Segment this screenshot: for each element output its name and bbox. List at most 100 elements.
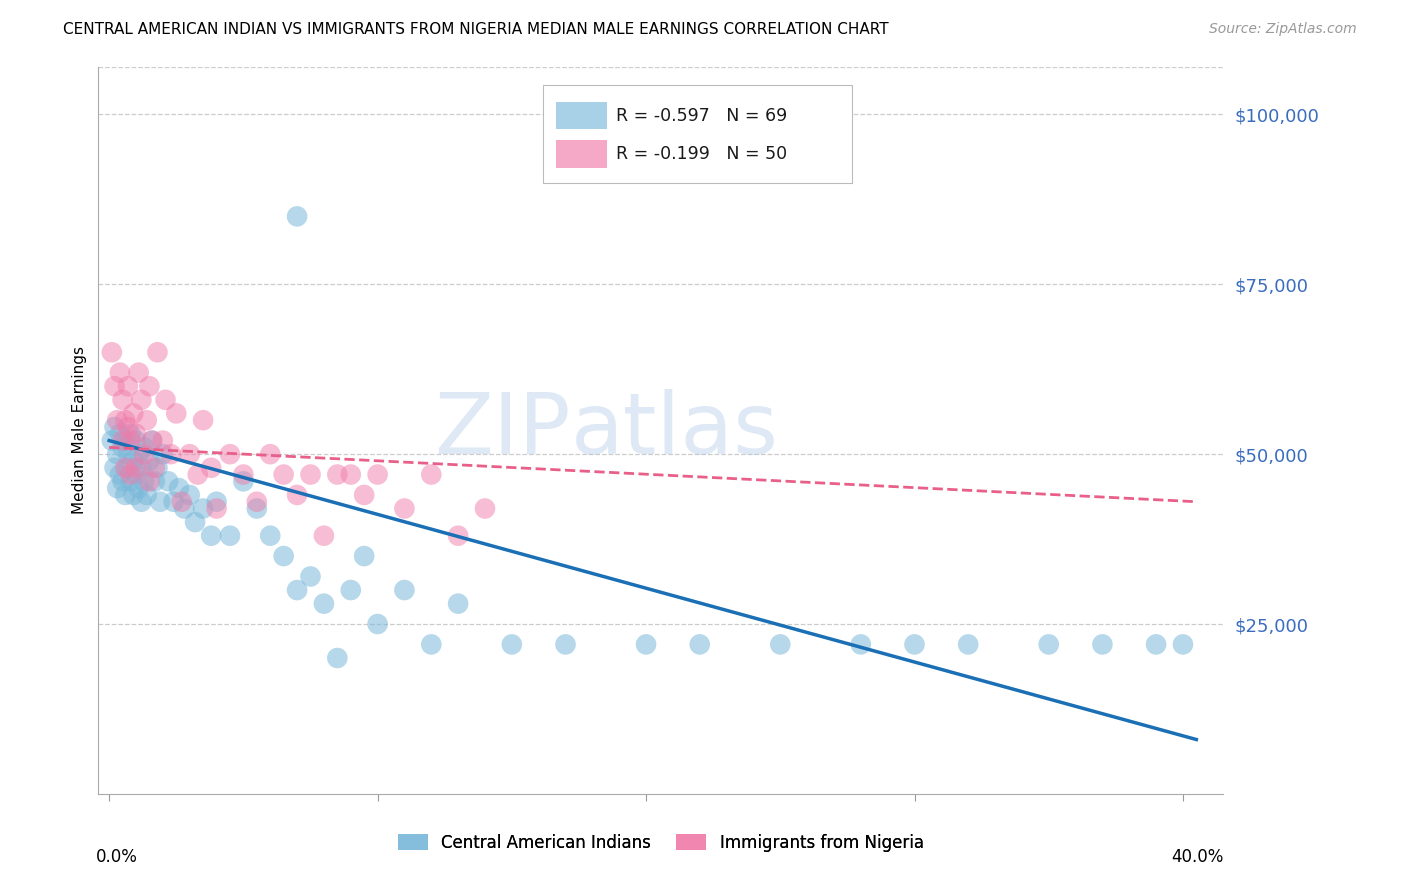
Point bbox=[1144, 637, 1167, 651]
Point bbox=[420, 637, 443, 651]
Point bbox=[138, 379, 160, 393]
Point bbox=[122, 406, 145, 420]
Point bbox=[232, 475, 254, 489]
Point bbox=[299, 569, 322, 583]
Point bbox=[131, 460, 153, 475]
Point bbox=[312, 529, 335, 543]
Point bbox=[957, 637, 980, 651]
FancyBboxPatch shape bbox=[557, 102, 607, 129]
Point bbox=[111, 434, 134, 448]
Point bbox=[117, 447, 139, 461]
Point bbox=[205, 494, 228, 508]
Point bbox=[114, 488, 136, 502]
Point bbox=[117, 379, 139, 393]
Point bbox=[103, 460, 125, 475]
Point bbox=[146, 345, 169, 359]
Point bbox=[132, 447, 155, 461]
Point bbox=[903, 637, 925, 651]
Point bbox=[273, 549, 295, 563]
Point bbox=[769, 637, 792, 651]
Point bbox=[114, 413, 136, 427]
Point bbox=[273, 467, 295, 482]
Point bbox=[232, 467, 254, 482]
Point bbox=[143, 475, 166, 489]
Point bbox=[353, 488, 375, 502]
Point bbox=[108, 426, 131, 441]
Text: CENTRAL AMERICAN INDIAN VS IMMIGRANTS FROM NIGERIA MEDIAN MALE EARNINGS CORRELAT: CENTRAL AMERICAN INDIAN VS IMMIGRANTS FR… bbox=[63, 22, 889, 37]
Point bbox=[246, 501, 269, 516]
Point bbox=[501, 637, 523, 651]
FancyBboxPatch shape bbox=[543, 85, 852, 183]
Point bbox=[259, 529, 281, 543]
Point bbox=[141, 434, 163, 448]
Point bbox=[634, 637, 657, 651]
Point bbox=[108, 366, 131, 380]
Point bbox=[1171, 637, 1194, 651]
Point bbox=[138, 454, 160, 468]
Point bbox=[131, 494, 153, 508]
Point bbox=[170, 494, 193, 508]
Point bbox=[339, 582, 361, 597]
Point bbox=[285, 210, 308, 224]
Point bbox=[149, 494, 172, 508]
Point bbox=[117, 460, 139, 475]
Y-axis label: Median Male Earnings: Median Male Earnings bbox=[72, 346, 87, 515]
Point bbox=[111, 475, 134, 489]
Point bbox=[173, 501, 195, 516]
Point bbox=[219, 447, 242, 461]
Point bbox=[339, 467, 361, 482]
Legend: Central American Indians, Immigrants from Nigeria: Central American Indians, Immigrants fro… bbox=[391, 827, 931, 858]
Point bbox=[114, 460, 136, 475]
Point bbox=[138, 475, 160, 489]
Point bbox=[125, 426, 148, 441]
Point bbox=[128, 366, 150, 380]
Point bbox=[205, 501, 228, 516]
Point bbox=[394, 501, 416, 516]
Point bbox=[299, 467, 322, 482]
Point bbox=[105, 447, 128, 461]
Text: atlas: atlas bbox=[571, 389, 779, 472]
Point bbox=[125, 460, 148, 475]
Point bbox=[152, 434, 174, 448]
Point bbox=[125, 434, 148, 448]
Point bbox=[105, 413, 128, 427]
Point bbox=[191, 501, 214, 516]
Point bbox=[157, 475, 180, 489]
Point bbox=[474, 501, 496, 516]
Point bbox=[111, 392, 134, 407]
Point bbox=[122, 488, 145, 502]
Point bbox=[103, 379, 125, 393]
Text: R = -0.199   N = 50: R = -0.199 N = 50 bbox=[616, 145, 787, 163]
Text: 40.0%: 40.0% bbox=[1171, 848, 1223, 866]
Point bbox=[120, 426, 142, 441]
Point bbox=[120, 475, 142, 489]
Point bbox=[326, 651, 349, 665]
Point bbox=[128, 481, 150, 495]
Point bbox=[155, 392, 177, 407]
Point bbox=[141, 434, 163, 448]
Point bbox=[179, 447, 201, 461]
Point bbox=[849, 637, 872, 651]
Point bbox=[394, 582, 416, 597]
Point bbox=[101, 434, 124, 448]
Point bbox=[120, 434, 142, 448]
Point bbox=[167, 481, 190, 495]
Point bbox=[285, 488, 308, 502]
Point bbox=[353, 549, 375, 563]
Point bbox=[128, 447, 150, 461]
Point bbox=[111, 441, 134, 455]
Point bbox=[114, 434, 136, 448]
Point bbox=[367, 617, 389, 632]
Point bbox=[420, 467, 443, 482]
Point bbox=[259, 447, 281, 461]
Point bbox=[105, 481, 128, 495]
Text: 0.0%: 0.0% bbox=[96, 848, 138, 866]
Point bbox=[312, 597, 335, 611]
Point bbox=[219, 529, 242, 543]
Point bbox=[447, 597, 470, 611]
Point bbox=[122, 454, 145, 468]
Point bbox=[165, 406, 187, 420]
Point bbox=[1038, 637, 1060, 651]
Point bbox=[1091, 637, 1114, 651]
Point bbox=[132, 441, 155, 455]
